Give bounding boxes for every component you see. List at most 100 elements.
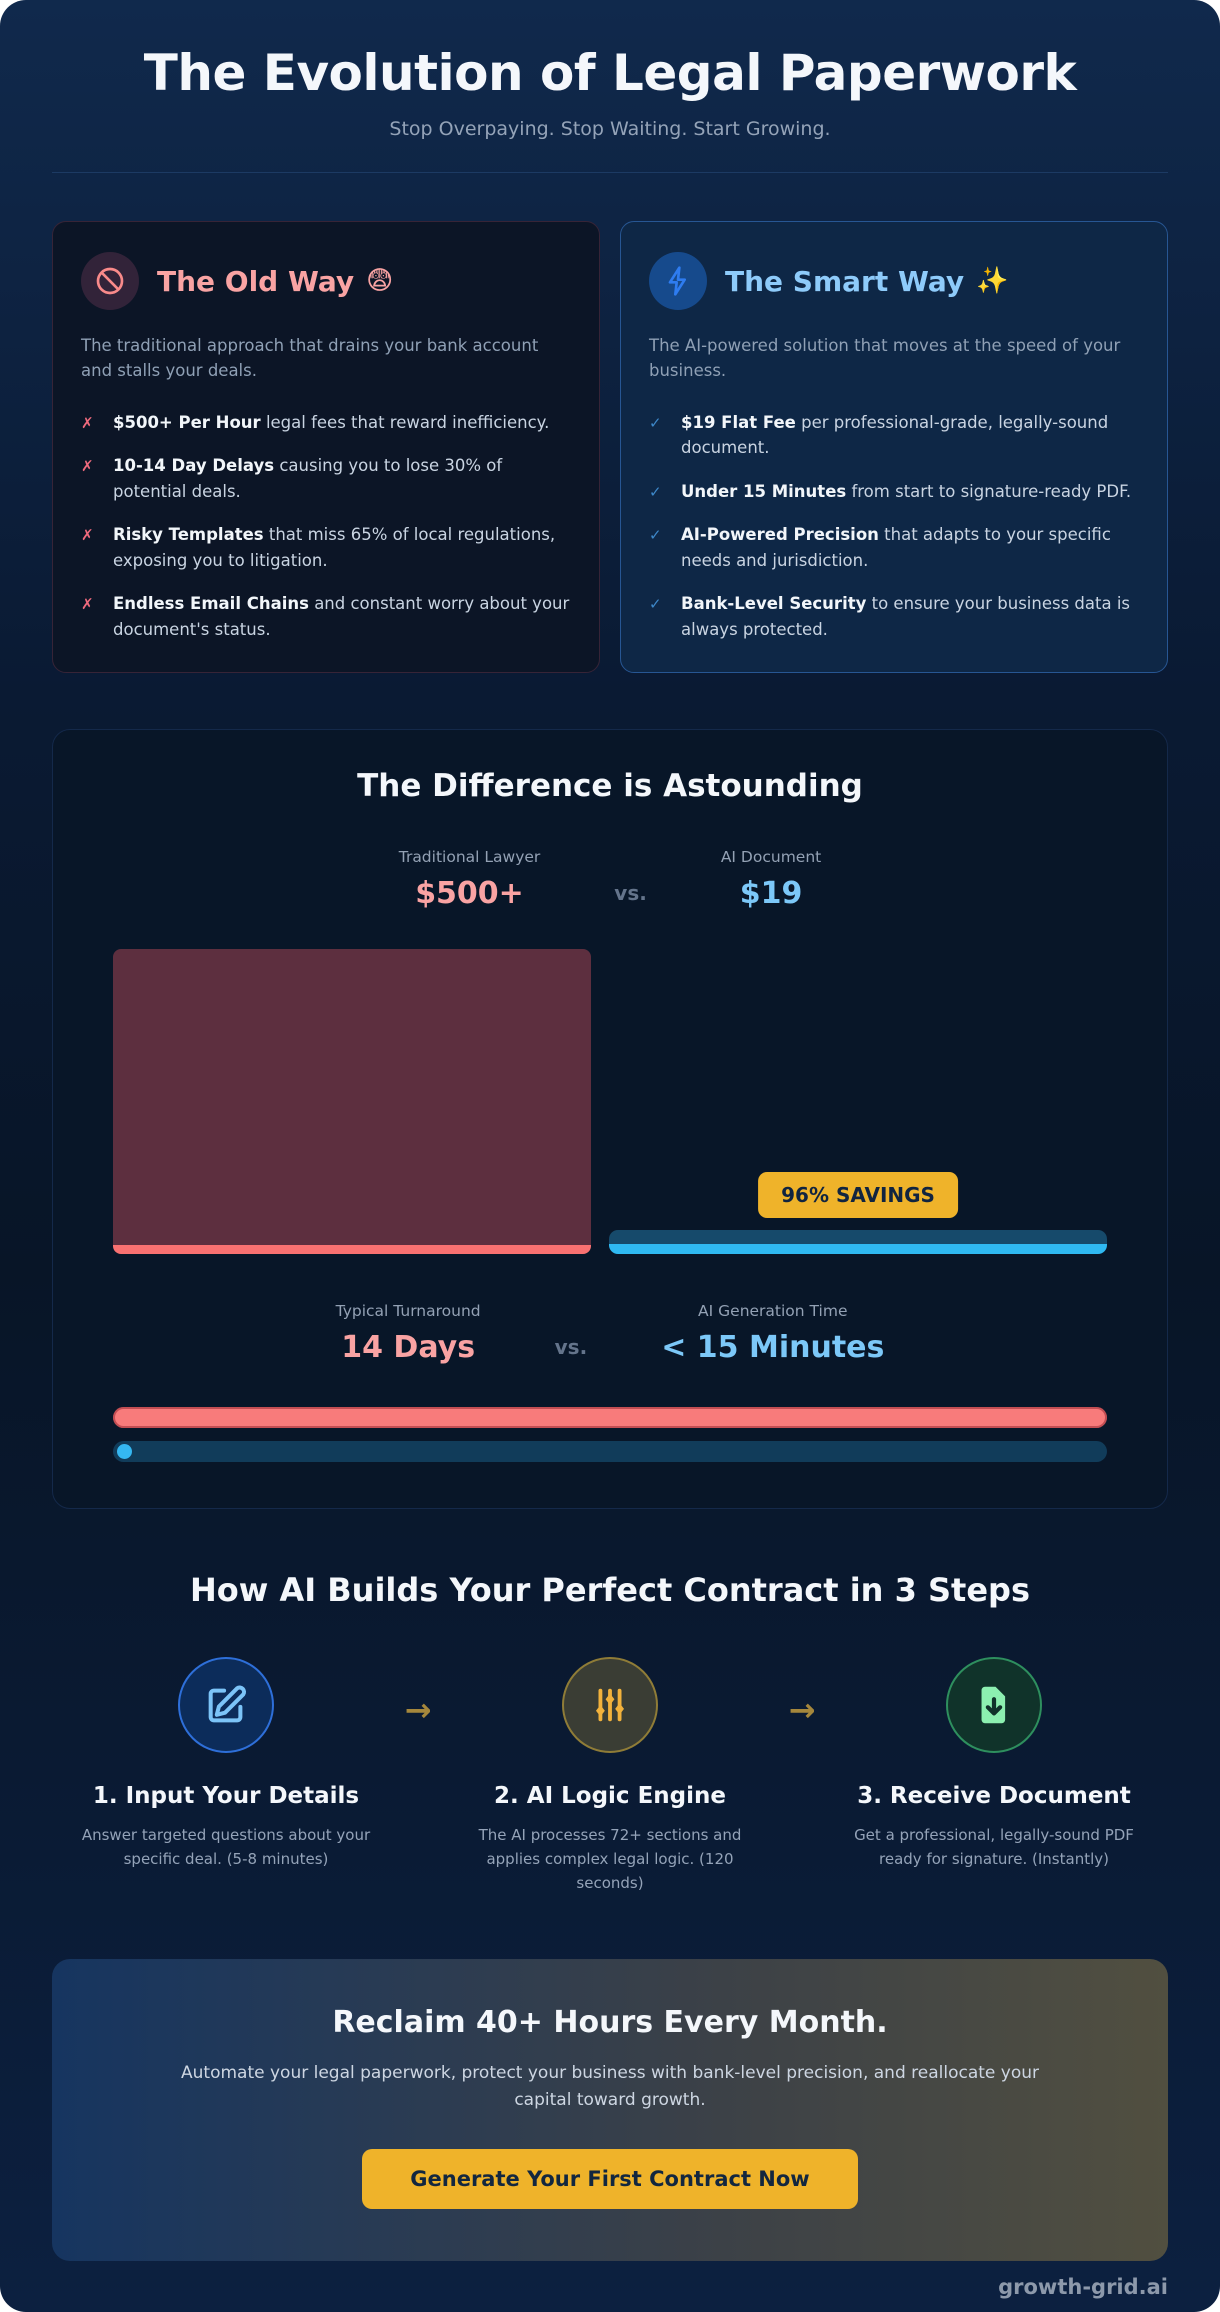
document-download-icon	[946, 1657, 1042, 1754]
item-lead: Under 15 Minutes	[681, 481, 847, 501]
item-text: causing you to lose 30% of potential dea…	[113, 456, 503, 501]
comparison-cards: The Old Way 😨 The traditional approach t…	[52, 221, 1168, 674]
item-text: from start to signature-ready PDF.	[851, 481, 1132, 501]
page-title: The Evolution of Legal Paperwork	[143, 44, 1077, 102]
header-divider	[52, 172, 1168, 173]
lightning-icon	[649, 252, 707, 310]
steps-row: 1. Input Your Details Answer targeted qu…	[52, 1657, 1168, 1895]
list-item: ✓ Bank-Level Security to ensure your bus…	[649, 591, 1139, 642]
step-input-details: 1. Input Your Details Answer targeted qu…	[60, 1657, 392, 1871]
list-item: ✓ $19 Flat Fee per professional-grade, l…	[649, 410, 1139, 461]
cost-right: AI Document $19	[721, 848, 821, 911]
old-way-title: The Old Way 😨	[157, 265, 393, 298]
time-right: AI Generation Time < 15 Minutes	[661, 1302, 884, 1365]
savings-badge: 96% SAVINGS	[758, 1172, 958, 1219]
step-receive-document: 3. Receive Document Get a professional, …	[828, 1657, 1160, 1871]
cost-right-label: AI Document	[720, 848, 822, 867]
step-title: 2. AI Logic Engine	[494, 1783, 726, 1810]
step-title: 1. Input Your Details	[92, 1783, 360, 1810]
item-lead: Bank-Level Security	[681, 594, 867, 614]
cross-icon: ✗	[81, 526, 94, 545]
list-item: ✗ Endless Email Chains and constant worr…	[81, 591, 571, 642]
no-entry-icon	[81, 252, 139, 310]
check-icon: ✓	[649, 482, 662, 501]
ai-time-dot	[117, 1444, 132, 1460]
smart-way-title: The Smart Way ✨	[725, 265, 1009, 298]
cta-title: Reclaim 40+ Hours Every Month.	[332, 2005, 888, 2041]
cost-left: Traditional Lawyer $500+	[399, 848, 541, 911]
cross-icon: ✗	[81, 413, 94, 432]
cta-text: Automate your legal paperwork, protect y…	[181, 2063, 1039, 2110]
smart-way-list: ✓ $19 Flat Fee per professional-grade, l…	[649, 410, 1139, 643]
time-left-value: 14 Days	[341, 1330, 476, 1366]
old-way-title-text: The Old Way	[157, 264, 355, 298]
time-left-label: Typical Turnaround	[335, 1302, 481, 1321]
cost-bar-chart: 96% SAVINGS	[113, 949, 1107, 1255]
item-text: to ensure your business data is always p…	[681, 594, 1131, 639]
item-text: legal fees that reward inefficiency.	[265, 412, 550, 432]
brand-watermark: growth-grid.ai	[998, 2275, 1168, 2300]
fearful-face-emoji: 😨	[366, 266, 394, 296]
check-icon: ✓	[649, 413, 662, 432]
old-way-list: ✗ $500+ Per Hour legal fees that reward …	[81, 410, 571, 643]
time-comparison-row: Typical Turnaround 14 Days vs. AI Genera…	[113, 1302, 1107, 1365]
cost-left-value: $500+	[415, 876, 524, 912]
list-item: ✗ Risky Templates that miss 65% of local…	[81, 522, 571, 573]
cross-icon: ✗	[81, 595, 94, 614]
edit-icon	[178, 1657, 274, 1754]
sparkles-emoji: ✨	[976, 266, 1009, 296]
step-description: The AI processes 72+ sections and applie…	[478, 1826, 742, 1893]
ai-document-bar-wrap: 96% SAVINGS	[609, 1172, 1107, 1255]
sliders-icon	[562, 1657, 658, 1754]
cost-left-label: Traditional Lawyer	[398, 848, 541, 867]
cost-comparison-row: Traditional Lawyer $500+ vs. AI Document…	[113, 848, 1107, 911]
item-lead: Risky Templates	[113, 525, 264, 545]
turnaround-track	[113, 1407, 1107, 1429]
item-lead: 10-14 Day Delays	[113, 456, 275, 476]
step-description: Get a professional, legally-sound PDF re…	[854, 1826, 1134, 1869]
page-subtitle: Stop Overpaying. Stop Waiting. Start Gro…	[389, 118, 831, 140]
time-bar-chart	[113, 1407, 1107, 1463]
item-lead: Endless Email Chains	[113, 594, 309, 614]
list-item: ✓ AI-Powered Precision that adapts to yo…	[649, 522, 1139, 573]
list-item: ✗ 10-14 Day Delays causing you to lose 3…	[81, 453, 571, 504]
step-title: 3. Receive Document	[857, 1783, 1131, 1810]
item-text: per professional-grade, legally-sound do…	[681, 412, 1109, 458]
list-item: ✓ Under 15 Minutes from start to signatu…	[649, 479, 1139, 505]
check-icon: ✓	[649, 526, 662, 545]
old-way-header: The Old Way 😨	[81, 252, 571, 310]
difference-title: The Difference is Astounding	[357, 768, 863, 805]
smart-way-description: The AI-powered solution that moves at th…	[649, 336, 1121, 380]
cross-icon: ✗	[81, 457, 94, 476]
item-lead: $19 Flat Fee	[681, 412, 796, 432]
ai-time-track	[113, 1441, 1107, 1463]
smart-way-card: The Smart Way ✨ The AI-powered solution …	[620, 221, 1168, 674]
arrow-right-icon: →	[404, 1691, 432, 1730]
generate-contract-button[interactable]: Generate Your First Contract Now	[362, 2149, 858, 2210]
old-way-description: The traditional approach that drains you…	[81, 336, 539, 380]
item-text: that adapts to your specific needs and j…	[681, 525, 1111, 570]
item-lead: AI-Powered Precision	[681, 525, 879, 545]
check-icon: ✓	[649, 595, 662, 614]
cost-right-value: $19	[739, 876, 803, 912]
vs-label: vs.	[614, 881, 647, 906]
time-right-label: AI Generation Time	[698, 1302, 848, 1321]
step-ai-logic: 2. AI Logic Engine The AI processes 72+ …	[444, 1657, 776, 1895]
difference-panel: The Difference is Astounding Traditional…	[52, 729, 1168, 1510]
traditional-lawyer-bar	[113, 949, 592, 1255]
steps-heading: How AI Builds Your Perfect Contract in 3…	[190, 1571, 1030, 1610]
cta-panel: Reclaim 40+ Hours Every Month. Automate …	[52, 1959, 1168, 2262]
old-way-card: The Old Way 😨 The traditional approach t…	[52, 221, 600, 674]
time-left: Typical Turnaround 14 Days	[336, 1302, 481, 1365]
smart-way-title-text: The Smart Way	[725, 264, 965, 298]
item-text: and constant worry about your document's…	[113, 594, 570, 639]
list-item: ✗ $500+ Per Hour legal fees that reward …	[81, 410, 571, 436]
step-description: Answer targeted questions about your spe…	[81, 1826, 371, 1869]
smart-way-header: The Smart Way ✨	[649, 252, 1139, 310]
ai-document-bar	[609, 1230, 1107, 1255]
item-lead: $500+ Per Hour	[113, 412, 261, 432]
vs-label: vs.	[554, 1335, 588, 1360]
time-right-value: < 15 Minutes	[661, 1330, 885, 1366]
arrow-right-icon: →	[788, 1691, 816, 1730]
